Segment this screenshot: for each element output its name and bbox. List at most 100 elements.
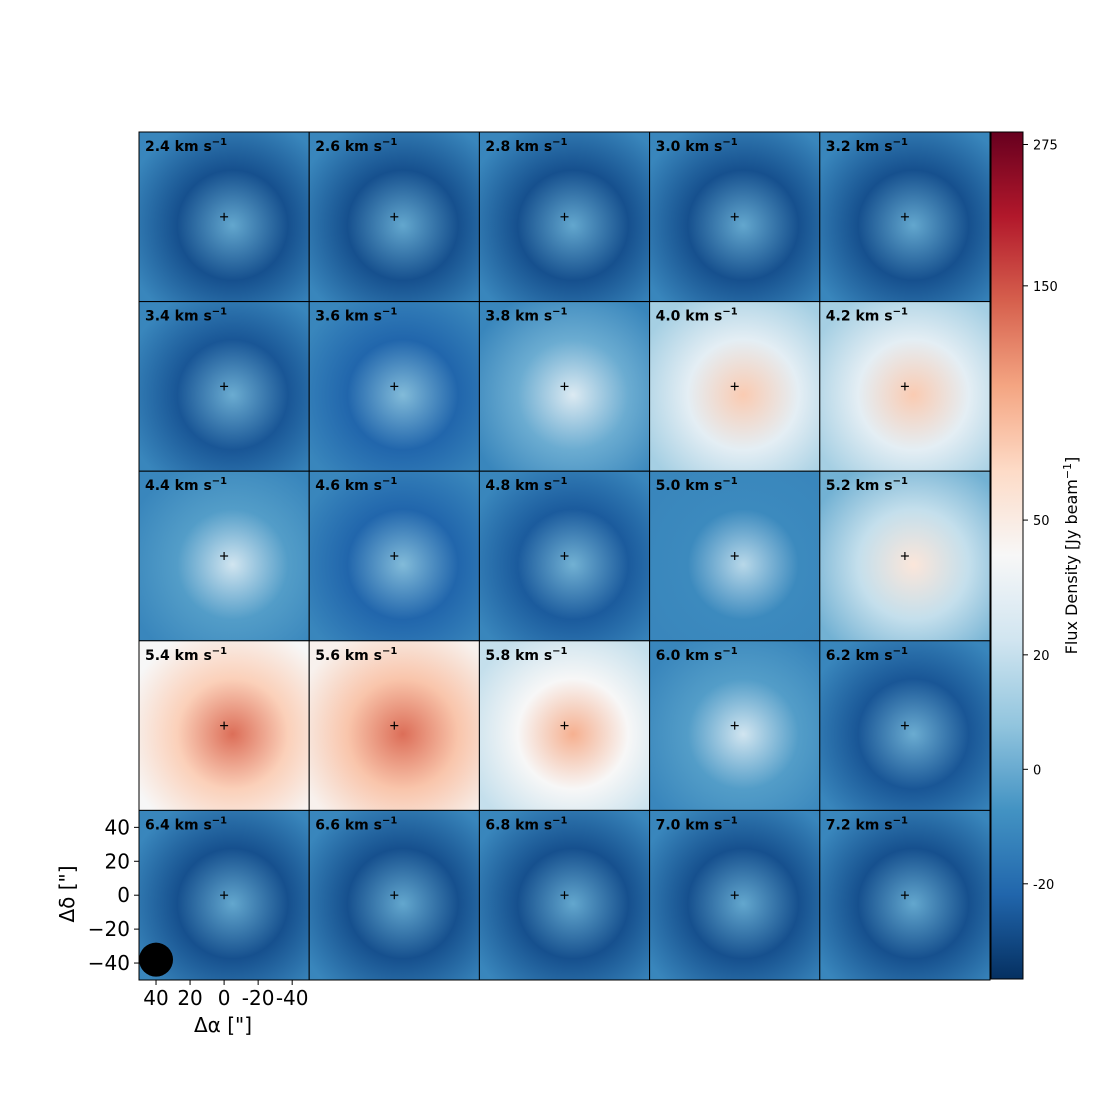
channel-panel: 2.6 km s−1 [308,131,480,303]
channel-panel: 5.6 km s−1 [308,640,480,811]
channel-panel: 6.0 km s−1 [649,640,821,811]
x-axis-label: Δα ["] [194,1013,252,1037]
bottom-left-axes: Δα ["] Δδ ["] 40 20 0 -20 -40 40 20 0 −20 −40 [55,815,309,1037]
panel-velocity-label: 3.0 km s−1 [656,137,738,155]
center-marker [730,891,739,900]
center-marker [220,382,229,391]
channel-panel: 6.6 km s−1 [308,809,480,981]
center-marker [900,212,909,221]
colorbar-tick-label: 20 [1033,649,1050,664]
panel-velocity-label: 4.8 km s−1 [485,476,567,494]
panel-velocity-label: 5.2 km s−1 [826,476,908,494]
channel-panel: 4.8 km s−1 [478,470,651,642]
channel-panel: 4.4 km s−1 [138,470,310,642]
panel-velocity-label: 2.6 km s−1 [315,137,397,155]
channel-panel: 3.4 km s−1 [138,301,310,472]
channel-panel: 4.2 km s−1 [819,301,991,472]
colorbar: 275 150 50 20 0 -20 Flux Density [Jy beam−1] [990,131,1081,980]
center-marker [220,212,229,221]
colorbar-tick-label: 150 [1033,280,1058,295]
y-tick-label: 0 [117,883,130,907]
panel-frame [819,809,991,981]
x-tick-label: -20 [242,986,275,1010]
center-marker [730,382,739,391]
channel-panel: 2.4 km s−1 [138,131,310,303]
panel-velocity-label: 6.8 km s−1 [485,815,567,833]
beam-marker [139,942,174,977]
colorbar-tick-label: 0 [1033,763,1041,778]
x-tick-label: 20 [177,986,202,1010]
center-marker [560,891,569,900]
panel-velocity-label: 5.8 km s−1 [485,646,567,664]
panel-velocity-label: 4.4 km s−1 [145,476,227,494]
channel-panel: 6.8 km s−1 [478,809,651,981]
center-marker [390,891,399,900]
panel-velocity-label: 3.4 km s−1 [145,307,227,325]
panel-velocity-label: 6.2 km s−1 [826,646,908,664]
channel-panel: 3.0 km s−1 [649,131,821,303]
panel-velocity-label: 3.2 km s−1 [826,137,908,155]
center-marker [390,212,399,221]
channel-panel: 2.8 km s−1 [478,131,651,303]
center-marker [560,721,569,730]
center-marker [900,382,909,391]
channel-panel: 3.8 km s−1 [478,301,651,472]
center-marker [220,721,229,730]
channel-panel: 6.2 km s−1 [819,640,991,811]
y-axis-label: Δδ ["] [55,865,79,922]
channel-panel: 3.2 km s−1 [819,131,991,303]
channel-panel: 7.2 km s−1 [819,809,991,981]
channel-panels: 2.4 km s−1 2.6 km s−1 2.8 km s−1 3.0 km s−1… [138,131,991,981]
panel-velocity-label: 4.2 km s−1 [826,307,908,325]
colorbar-tick-label: -20 [1033,878,1054,893]
center-marker [900,891,909,900]
channel-panel: 5.2 km s−1 [819,470,991,642]
y-tick-label: 20 [105,849,130,873]
panel-velocity-label: 5.6 km s−1 [315,646,397,664]
center-marker [730,552,739,560]
center-marker [900,552,909,560]
channel-panel: 5.0 km s−1 [649,470,821,642]
panel-velocity-label: 6.6 km s−1 [315,815,397,833]
channel-panel: 5.4 km s−1 [138,640,310,811]
panel-velocity-label: 5.4 km s−1 [145,646,227,664]
y-tick-label: −40 [88,951,130,975]
center-marker [730,212,739,221]
center-marker [390,382,399,391]
panel-velocity-label: 7.0 km s−1 [656,815,738,833]
panel-velocity-label: 2.4 km s−1 [145,137,227,155]
center-marker [220,891,229,900]
x-tick-label: 40 [143,986,168,1010]
channel-panel: 7.0 km s−1 [649,809,821,981]
center-marker [560,552,569,560]
panel-velocity-label: 4.6 km s−1 [315,476,397,494]
center-marker [220,552,229,560]
colorbar-tick-label: 275 [1033,139,1058,154]
center-marker [390,552,399,560]
channel-panel: 4.0 km s−1 [649,301,821,472]
panel-velocity-label: 4.0 km s−1 [656,307,738,325]
colorbar-label: Flux Density [Jy beam−1] [1061,457,1081,655]
center-marker [730,721,739,730]
channel-panel: 4.6 km s−1 [308,470,480,642]
panel-velocity-label: 3.8 km s−1 [485,307,567,325]
colorbar-gradient [990,131,1024,980]
center-marker [560,382,569,391]
x-tick-label: -40 [276,986,309,1010]
panel-velocity-label: 3.6 km s−1 [315,307,397,325]
channel-panel: 3.6 km s−1 [308,301,480,472]
y-tick-label: −20 [88,917,130,941]
panel-velocity-label: 6.4 km s−1 [145,815,227,833]
panel-velocity-label: 7.2 km s−1 [826,815,908,833]
center-marker [560,212,569,221]
x-tick-label: 0 [218,986,231,1010]
center-marker [900,721,909,730]
y-tick-label: 40 [105,815,130,839]
panel-velocity-label: 6.0 km s−1 [656,646,738,664]
colorbar-tick-label: 50 [1033,514,1050,529]
panel-velocity-label: 2.8 km s−1 [485,137,567,155]
panel-velocity-label: 5.0 km s−1 [656,476,738,494]
center-marker [390,721,399,730]
channel-panel: 5.8 km s−1 [478,640,651,811]
